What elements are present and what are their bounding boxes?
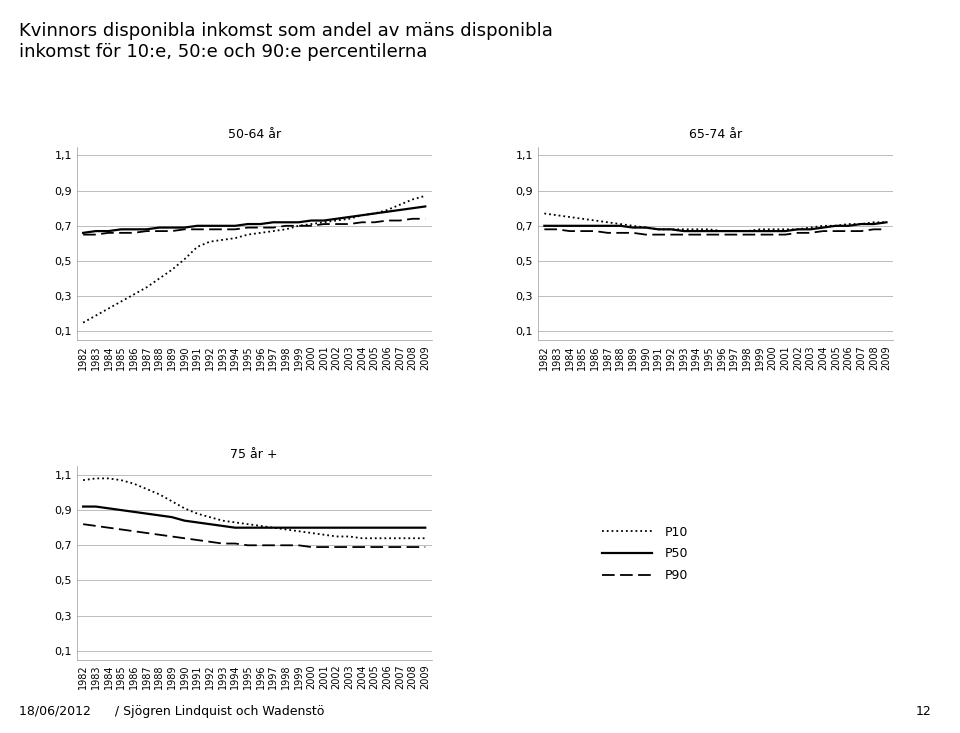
- Text: 12: 12: [916, 705, 931, 718]
- Title: 65-74 år: 65-74 år: [689, 128, 742, 141]
- Text: Kvinnors disponibla inkomst som andel av mäns disponibla
inkomst för 10:e, 50:e : Kvinnors disponibla inkomst som andel av…: [19, 22, 553, 61]
- Legend: P10, P50, P90: P10, P50, P90: [597, 520, 693, 587]
- Text: 18/06/2012      / Sjögren Lindquist och Wadenstö: 18/06/2012 / Sjögren Lindquist och Waden…: [19, 705, 324, 718]
- Title: 50-64 år: 50-64 år: [228, 128, 280, 141]
- Title: 75 år +: 75 år +: [230, 448, 278, 461]
